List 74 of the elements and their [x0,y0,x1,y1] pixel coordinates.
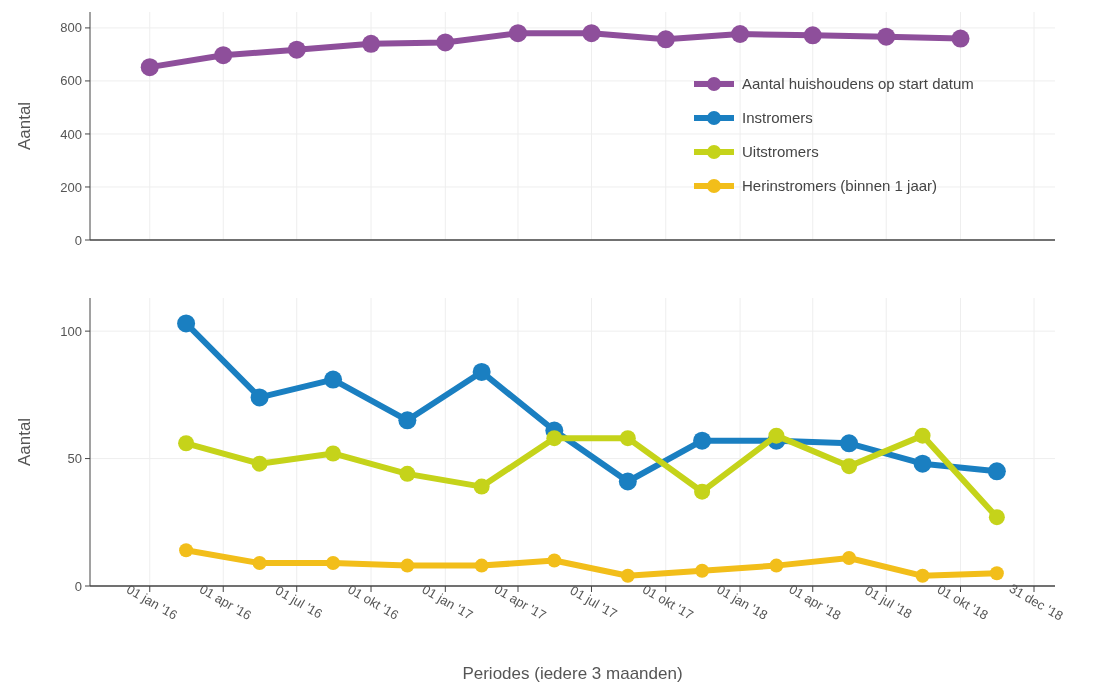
y-tick-label: 200 [60,179,82,195]
point [474,558,489,573]
point [399,465,416,482]
legend-label: Herinstromers (binnen 1 jaar) [742,177,938,195]
x-axis-title: Periodes (iedere 3 maanden) [462,664,683,683]
x-tick-label: 31 dec '18 [1006,580,1066,624]
point [618,472,637,491]
point [842,550,857,565]
point [951,29,970,48]
point [656,30,675,49]
x-tick-label: 01 okt '17 [640,581,697,623]
x-tick-label: 01 jul '18 [862,582,915,622]
point [877,27,896,46]
point [287,40,306,59]
point [251,455,268,472]
point [178,435,195,452]
y-tick-label: 100 [60,323,82,339]
point [398,411,417,430]
y-tick-label: 50 [67,451,82,467]
legend-label: Instromers [742,109,813,127]
point [768,427,785,444]
x-tick-label: 01 jan '17 [419,581,476,623]
x-tick-label: 01 apr '18 [786,581,844,623]
y-tick-label: 600 [60,73,82,89]
point [324,370,343,389]
point [325,445,342,462]
x-tick-label: 01 jan '16 [124,581,180,623]
legend-label: Aantal huishoudens op start datum [742,75,974,93]
point [731,25,750,43]
y-tick-label: 800 [60,20,82,36]
point [472,362,491,381]
y-tick-label: 0 [74,232,82,248]
point [841,458,858,475]
x-tick-label: 01 okt '16 [345,581,402,623]
y-tick-label: 400 [60,126,82,142]
point [177,314,196,333]
point [508,24,527,43]
y-axis-title: Aantal [15,101,34,151]
point [695,563,710,578]
point [913,454,932,473]
x-tick-label: 01 apr '16 [196,581,255,623]
y-axis-title: Aantal [15,417,34,467]
point [547,553,562,568]
x-tick-label: 01 apr '17 [491,581,549,623]
point [252,556,267,571]
point [914,427,931,444]
point [620,568,635,583]
point [250,388,269,407]
point [988,509,1005,526]
point [915,568,930,583]
point [326,556,341,571]
point [803,26,822,45]
point [989,566,1004,581]
point [179,543,194,558]
point [582,24,601,43]
x-tick-label: 01 jul '16 [272,582,326,622]
point [987,462,1006,481]
point [840,434,859,453]
point [769,558,784,573]
point [140,58,159,77]
point [694,483,711,500]
x-tick-label: 01 jul '17 [567,582,620,622]
y-tick-label: 0 [74,578,82,594]
point [473,478,490,495]
point [362,34,381,53]
legend-label: Uitstromers [742,143,819,161]
point [546,430,563,447]
point [619,430,636,447]
x-tick-label: 01 okt '18 [934,581,991,623]
x-tick-label: 01 jan '18 [714,581,771,623]
point [436,33,455,52]
point [214,46,233,65]
point [400,558,415,573]
point [693,431,712,450]
